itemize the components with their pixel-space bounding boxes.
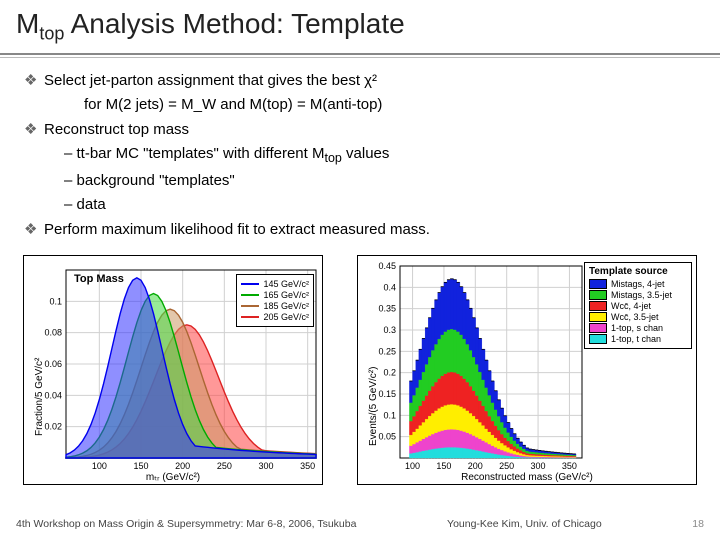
- svg-text:300: 300: [531, 461, 546, 471]
- svg-text:300: 300: [258, 461, 273, 471]
- title-rest: Analysis Method: Template: [64, 8, 404, 39]
- svg-text:0.06: 0.06: [44, 359, 62, 369]
- svg-text:100: 100: [92, 461, 107, 471]
- chart1-xlabel: mₜᵣ (GeV/c²): [24, 472, 322, 483]
- chart2-xlabel: Reconstructed mass (GeV/c²): [358, 472, 696, 483]
- bullet-3: Perform maximum likelihood fit to extrac…: [44, 219, 696, 242]
- bullet-1: Select jet-parton assignment that gives …: [44, 70, 696, 93]
- svg-text:Top Mass: Top Mass: [74, 273, 124, 285]
- svg-text:200: 200: [175, 461, 190, 471]
- footer-right: Young-Kee Kim, Univ. of Chicago: [447, 518, 602, 530]
- svg-text:350: 350: [562, 461, 577, 471]
- chart1-legend: 145 GeV/c²165 GeV/c²185 GeV/c²205 GeV/c²: [236, 274, 314, 327]
- svg-text:0.1: 0.1: [383, 411, 396, 421]
- bullet-2-sub1: – tt-bar MC "templates" with different M…: [64, 143, 696, 168]
- chart1-ylabel: Fraction/5 GeV/c²: [34, 358, 45, 436]
- svg-text:0.45: 0.45: [378, 261, 396, 271]
- bullet-mark: ❖: [24, 70, 44, 93]
- svg-text:0.3: 0.3: [383, 325, 396, 335]
- rule-thick: [0, 53, 720, 55]
- bullet-mark: ❖: [24, 219, 44, 242]
- svg-text:0.02: 0.02: [44, 422, 62, 432]
- chart-template-source: 100 150 200 250 300 350 0.05 0.1 0.15 0.2 0.25 0.3 0…: [357, 255, 697, 485]
- svg-text:0.2: 0.2: [383, 368, 396, 378]
- bullet-2: Reconstruct top mass: [44, 119, 696, 142]
- svg-text:0.04: 0.04: [44, 391, 62, 401]
- svg-text:150: 150: [133, 461, 148, 471]
- rule-thin: [0, 57, 720, 58]
- footer-left: 4th Workshop on Mass Origin & Supersymme…: [16, 518, 356, 530]
- title-pre: M: [16, 8, 39, 39]
- bullet-2-sub3: – data: [64, 194, 696, 217]
- page-number: 18: [692, 518, 704, 530]
- bullet-mark: ❖: [24, 119, 44, 142]
- svg-text:250: 250: [499, 461, 514, 471]
- chart2-legend: Template sourceMistags, 4-jetMistags, 3.…: [584, 262, 692, 349]
- bullet-2-sub2: – background "templates": [64, 170, 696, 193]
- chart2-ylabel: Events/(5 GeV/c²): [368, 367, 379, 446]
- svg-text:0.15: 0.15: [378, 389, 396, 399]
- title-sub: top: [39, 24, 64, 44]
- bullet-1-cont: for M(2 jets) = M_W and M(top) = M(anti-…: [44, 94, 696, 117]
- svg-text:350: 350: [300, 461, 315, 471]
- svg-text:0.35: 0.35: [378, 304, 396, 314]
- svg-text:0.1: 0.1: [49, 297, 62, 307]
- svg-text:0.05: 0.05: [378, 432, 396, 442]
- chart-top-mass: 100 150 200 250 300 350 0.02 0.04 0.06 0.08 0.1 Top…: [23, 255, 323, 485]
- bullet-list: ❖Select jet-parton assignment that gives…: [0, 66, 720, 252]
- footer: 4th Workshop on Mass Origin & Supersymme…: [0, 518, 720, 530]
- svg-text:0.08: 0.08: [44, 328, 62, 338]
- svg-text:150: 150: [436, 461, 451, 471]
- svg-text:250: 250: [217, 461, 232, 471]
- svg-text:200: 200: [468, 461, 483, 471]
- page-title: Mtop Analysis Method: Template: [16, 8, 704, 45]
- svg-text:0.4: 0.4: [383, 283, 396, 293]
- svg-text:0.25: 0.25: [378, 347, 396, 357]
- svg-text:100: 100: [405, 461, 420, 471]
